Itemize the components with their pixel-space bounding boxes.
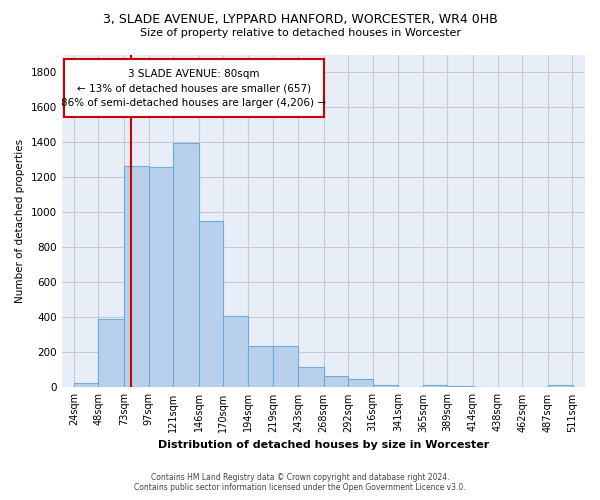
- Bar: [323, 376, 348, 388]
- Bar: [173, 144, 199, 388]
- Text: ← 13% of detached houses are smaller (657): ← 13% of detached houses are smaller (65…: [77, 83, 311, 93]
- FancyBboxPatch shape: [64, 60, 323, 117]
- X-axis label: Distribution of detached houses by size in Worcester: Distribution of detached houses by size …: [158, 440, 489, 450]
- Bar: [124, 166, 149, 388]
- Bar: [448, 386, 473, 388]
- Bar: [373, 385, 398, 388]
- Bar: [423, 385, 448, 388]
- Bar: [199, 221, 223, 388]
- Bar: [223, 316, 248, 388]
- Bar: [548, 385, 573, 388]
- Text: Size of property relative to detached houses in Worcester: Size of property relative to detached ho…: [139, 28, 461, 38]
- Text: 86% of semi-detached houses are larger (4,206) →: 86% of semi-detached houses are larger (…: [61, 98, 326, 108]
- Bar: [248, 346, 274, 388]
- Bar: [98, 319, 124, 388]
- Text: 3 SLADE AVENUE: 80sqm: 3 SLADE AVENUE: 80sqm: [128, 69, 259, 79]
- Bar: [149, 167, 173, 388]
- Bar: [298, 368, 323, 388]
- Bar: [348, 378, 373, 388]
- Text: 3, SLADE AVENUE, LYPPARD HANFORD, WORCESTER, WR4 0HB: 3, SLADE AVENUE, LYPPARD HANFORD, WORCES…: [103, 12, 497, 26]
- Bar: [74, 383, 98, 388]
- Text: Contains HM Land Registry data © Crown copyright and database right 2024.
Contai: Contains HM Land Registry data © Crown c…: [134, 473, 466, 492]
- Y-axis label: Number of detached properties: Number of detached properties: [15, 139, 25, 304]
- Bar: [274, 346, 298, 388]
